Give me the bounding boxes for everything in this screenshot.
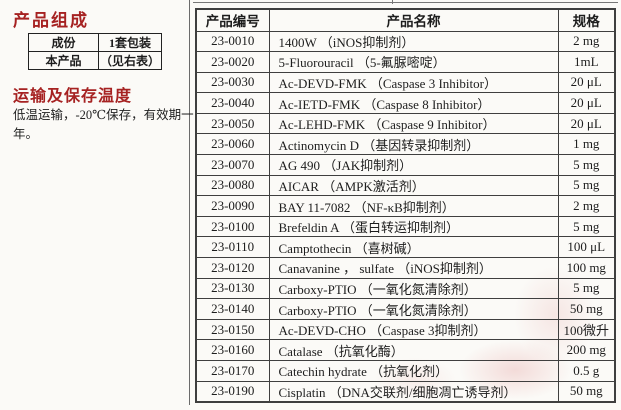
spec-cell: 5 mg — [557, 277, 616, 300]
product-id-cell: 23-0060 — [195, 133, 270, 156]
table-row: 成份 1套包装 — [28, 33, 162, 52]
product-name-cell: 1400W （iNOS抑制剂） — [268, 30, 559, 53]
product-table-container: 产品编号 产品名称 规格 23-0010 1400W （iNOS抑制剂） 2 m… — [195, 8, 616, 403]
product-name-cell: Canavanine ， sulfate （iNOS抑制剂） — [268, 257, 559, 279]
product-id-cell: 23-0040 — [195, 92, 270, 114]
composition-value-cell: （见右表） — [98, 51, 162, 70]
table-row: 23-0110 Camptothecin （喜树碱） 100 μL — [195, 236, 616, 259]
product-name-cell: Ac-LEHD-FMK （Caspase 9 Inhibitor） — [268, 112, 559, 135]
product-id-cell: 23-0160 — [195, 339, 270, 361]
spec-cell: 5 mg — [557, 215, 616, 238]
spec-cell: 20 μL — [557, 92, 616, 114]
spec-cell: 0.5 g — [557, 360, 616, 382]
table-row: 23-0120 Canavanine ， sulfate （iNOS抑制剂） 1… — [195, 257, 616, 279]
product-name-cell: Ac-DEVD-FMK （Caspase 3 Inhibitor） — [268, 71, 559, 94]
page-column-divider — [189, 0, 190, 405]
spec-cell: 50 mg — [557, 380, 616, 403]
table-row: 23-0190 Cisplatin （DNA交联剂/细胞凋亡诱导剂） 50 mg — [195, 380, 616, 403]
product-id-cell: 23-0190 — [195, 380, 270, 403]
table-row: 23-0020 5-Fluorouracil （5-氟脲嘧啶） 1mL — [195, 51, 616, 73]
info-panel: 产品组成 成份 1套包装 本产品 （见右表） 运输及保存温度 低温运输，-20℃… — [0, 0, 194, 405]
spec-cell: 20 μL — [557, 112, 616, 135]
product-name-cell: AICAR （AMPK激活剂） — [268, 174, 559, 197]
product-name-cell: BAY 11-7082 （NF-κB抑制剂） — [268, 195, 559, 217]
product-name-cell: 5-Fluorouracil （5-氟脲嘧啶） — [268, 51, 559, 73]
product-table: 产品编号 产品名称 规格 23-0010 1400W （iNOS抑制剂） 2 m… — [195, 8, 616, 403]
product-id-cell: 23-0050 — [195, 112, 270, 135]
spec-cell: 5 mg — [557, 154, 616, 176]
header-row: 产品编号 产品名称 规格 — [195, 8, 616, 32]
table-row: 23-0050 Ac-LEHD-FMK （Caspase 9 Inhibitor… — [195, 112, 616, 135]
product-name-cell: Ac-DEVD-CHO （Caspase 3抑制剂） — [268, 318, 559, 341]
product-name-cell: Catalase （抗氧化酶） — [268, 339, 559, 361]
spec-cell: 50 mg — [557, 298, 616, 320]
table-row: 23-0010 1400W （iNOS抑制剂） 2 mg — [195, 30, 616, 53]
col-header-product-id: 产品编号 — [195, 8, 270, 32]
cropped-table-edge-line — [193, 2, 618, 3]
table-row: 23-0060 Actinomycin D （基因转录抑制剂） 1 mg — [195, 133, 616, 156]
product-id-cell: 23-0070 — [195, 154, 270, 176]
spec-cell: 100 μL — [557, 236, 616, 259]
table-row: 23-0100 Brefeldin A （蛋白转运抑制剂） 5 mg — [195, 215, 616, 238]
table-row: 23-0160 Catalase （抗氧化酶） 200 mg — [195, 339, 616, 361]
table-row: 23-0150 Ac-DEVD-CHO （Caspase 3抑制剂） 100微升 — [195, 318, 616, 341]
product-name-cell: Catechin hydrate （抗氧化剂） — [268, 360, 559, 382]
product-id-cell: 23-0110 — [195, 236, 270, 259]
composition-label-cell: 本产品 — [28, 51, 99, 70]
spec-cell: 5 mg — [557, 174, 616, 197]
cropped-table-edge-tick — [392, 0, 393, 4]
table-row: 本产品 （见右表） — [28, 51, 162, 70]
composition-table: 成份 1套包装 本产品 （见右表） — [28, 33, 162, 70]
table-row: 23-0070 AG 490 （JAK抑制剂） 5 mg — [195, 154, 616, 176]
product-id-cell: 23-0130 — [195, 277, 270, 300]
spec-cell: 100 mg — [557, 257, 616, 279]
product-id-cell: 23-0020 — [195, 51, 270, 73]
product-name-cell: Camptothecin （喜树碱） — [268, 236, 559, 259]
product-name-cell: Actinomycin D （基因转录抑制剂） — [268, 133, 559, 156]
product-id-cell: 23-0120 — [195, 257, 270, 279]
spec-cell: 2 mg — [557, 30, 616, 53]
spec-cell: 20 μL — [557, 71, 616, 94]
product-id-cell: 23-0010 — [195, 30, 270, 53]
product-id-cell: 23-0100 — [195, 215, 270, 238]
table-row: 23-0140 Carboxy-PTIO （一氧化氮清除剂） 50 mg — [195, 298, 616, 320]
product-name-cell: Ac-IETD-FMK （Caspase 8 Inhibitor） — [268, 92, 559, 114]
product-name-cell: Cisplatin （DNA交联剂/细胞凋亡诱导剂） — [268, 380, 559, 403]
table-row: 23-0030 Ac-DEVD-FMK （Caspase 3 Inhibitor… — [195, 71, 616, 94]
section-title-storage: 运输及保存温度 — [13, 88, 133, 105]
spec-cell: 1 mg — [557, 133, 616, 156]
product-name-cell: Carboxy-PTIO （一氧化氮清除剂） — [268, 298, 559, 320]
spec-cell: 1mL — [557, 51, 616, 73]
col-header-product-name: 产品名称 — [268, 8, 559, 32]
product-id-cell: 23-0030 — [195, 71, 270, 94]
product-id-cell: 23-0170 — [195, 360, 270, 382]
table-row: 23-0130 Carboxy-PTIO （一氧化氮清除剂） 5 mg — [195, 277, 616, 300]
product-id-cell: 23-0140 — [195, 298, 270, 320]
spec-cell: 100微升 — [557, 318, 616, 341]
product-id-cell: 23-0090 — [195, 195, 270, 217]
table-row: 23-0090 BAY 11-7082 （NF-κB抑制剂） 2 mg — [195, 195, 616, 217]
product-name-cell: Brefeldin A （蛋白转运抑制剂） — [268, 215, 559, 238]
product-name-cell: Carboxy-PTIO （一氧化氮清除剂） — [268, 277, 559, 300]
table-row: 23-0080 AICAR （AMPK激活剂） 5 mg — [195, 174, 616, 197]
product-id-cell: 23-0150 — [195, 318, 270, 341]
spec-cell: 2 mg — [557, 195, 616, 217]
spec-cell: 200 mg — [557, 339, 616, 361]
col-header-spec: 规格 — [557, 8, 616, 32]
table-row: 23-0170 Catechin hydrate （抗氧化剂） 0.5 g — [195, 360, 616, 382]
product-name-cell: AG 490 （JAK抑制剂） — [268, 154, 559, 176]
table-row: 23-0040 Ac-IETD-FMK （Caspase 8 Inhibitor… — [195, 92, 616, 114]
composition-label-cell: 成份 — [28, 33, 99, 52]
composition-value-cell: 1套包装 — [98, 33, 162, 52]
storage-instructions: 低温运输，-20℃保存，有效期一年。 — [13, 108, 194, 142]
section-title-composition: 产品组成 — [13, 11, 89, 30]
product-id-cell: 23-0080 — [195, 174, 270, 197]
